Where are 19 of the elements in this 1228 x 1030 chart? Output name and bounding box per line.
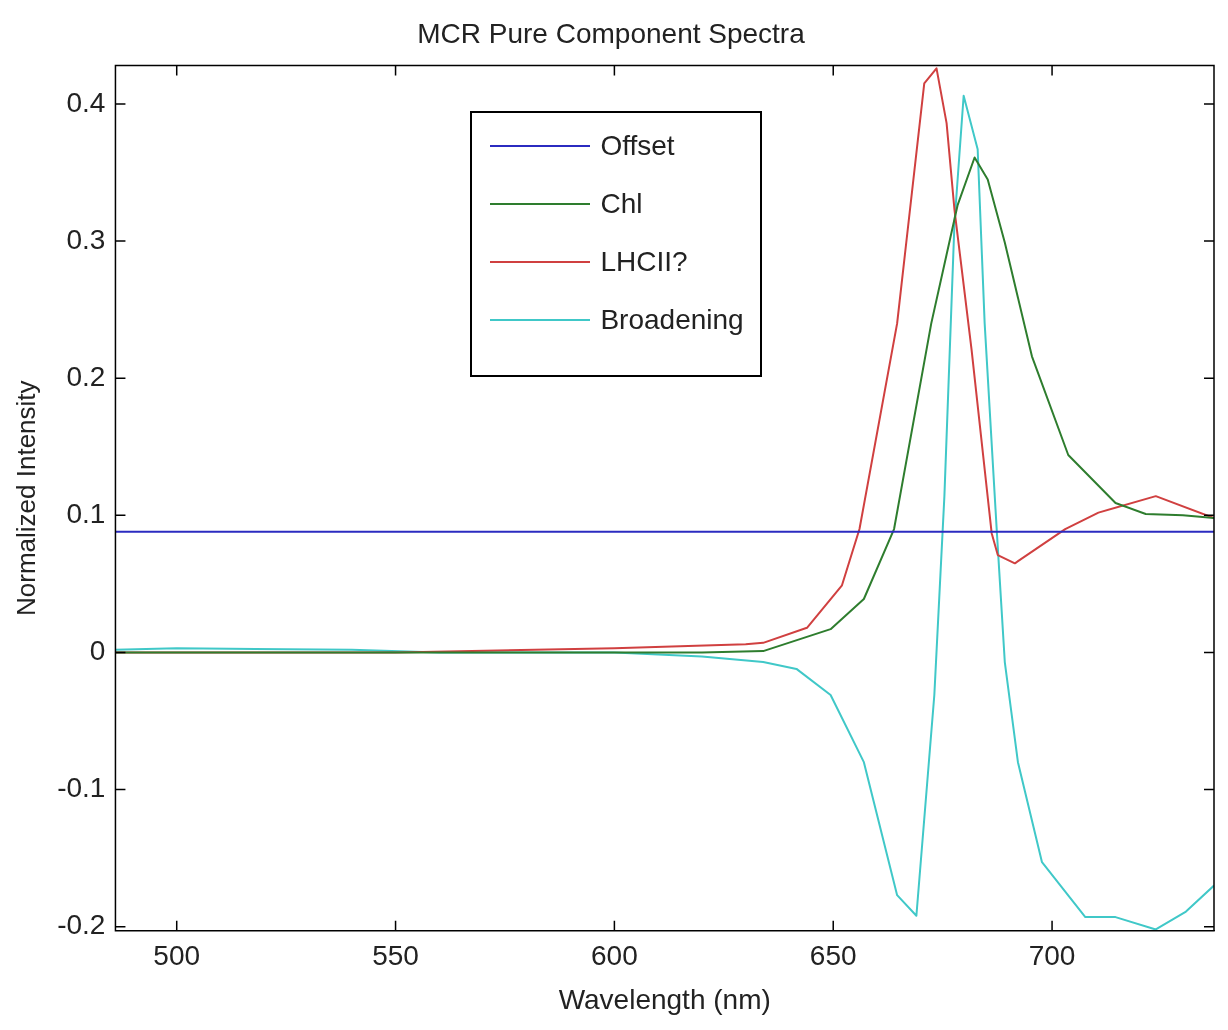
- x-axis-title: Wavelength (nm): [558, 983, 771, 1015]
- legend-label: Broadening: [600, 303, 744, 336]
- x-tick-label: 700: [1028, 940, 1076, 972]
- x-tick-label: 550: [372, 940, 419, 972]
- y-tick-label: -0.1: [57, 772, 106, 804]
- legend-label: Chl: [600, 187, 643, 220]
- y-tick-label: -0.2: [57, 909, 106, 941]
- x-tick-label: 650: [809, 940, 857, 972]
- y-tick-label: 0: [89, 635, 106, 667]
- y-axis-title: Normalized Intensity: [10, 380, 41, 616]
- x-tick-label: 500: [153, 940, 201, 972]
- chart-title: MCR Pure Component Spectra: [417, 17, 806, 49]
- legend-label: Offset: [600, 129, 675, 162]
- y-tick-label: 0.1: [66, 498, 106, 530]
- y-tick-label: 0.4: [66, 86, 106, 118]
- y-tick-label: 0.2: [66, 360, 106, 392]
- y-tick-label: 0.3: [66, 223, 106, 255]
- legend-label: LHCII?: [600, 245, 688, 278]
- x-tick-label: 600: [591, 940, 638, 972]
